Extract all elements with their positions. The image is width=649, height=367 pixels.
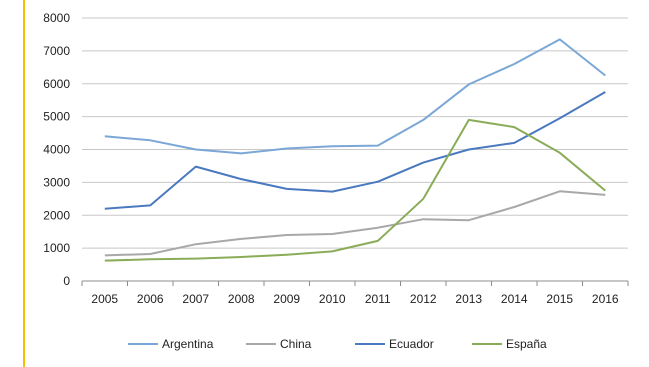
y-tick-label: 1000 — [43, 241, 70, 255]
series-line-argentina — [104, 38, 606, 155]
gridlines — [82, 17, 628, 249]
y-tick-label: 6000 — [43, 77, 70, 91]
series-line-españa — [104, 118, 606, 262]
series-line-china — [104, 190, 606, 257]
y-tick-label: 3000 — [43, 175, 70, 189]
legend-label: Argentina — [162, 337, 214, 351]
y-tick-label: 7000 — [43, 44, 70, 58]
x-tick-label: 2012 — [410, 292, 437, 306]
legend: Argentina China Ecuador España — [128, 337, 547, 351]
x-tick-label: 2015 — [546, 292, 573, 306]
series-lines — [104, 38, 606, 262]
x-tick-label: 2005 — [91, 292, 118, 306]
x-tick-label: 2013 — [455, 292, 482, 306]
x-tick-label: 2007 — [182, 292, 209, 306]
y-tick-label: 2000 — [43, 208, 70, 222]
y-tick-label: 8000 — [43, 11, 70, 25]
y-tick-label: 5000 — [43, 110, 70, 124]
legend-label: Ecuador — [389, 337, 434, 351]
x-tick-label: 2009 — [273, 292, 300, 306]
series-line-ecuador — [104, 91, 606, 210]
left-accent-bar — [23, 0, 25, 367]
axes: 0 1000 2000 3000 4000 5000 6000 7000 8000 2005 200… — [43, 11, 629, 306]
x-tick-label: 2010 — [319, 292, 346, 306]
y-tick-label: 0 — [63, 274, 70, 288]
legend-label: España — [506, 337, 547, 351]
x-tick-label: 2008 — [228, 292, 255, 306]
x-tick-label: 2011 — [365, 292, 391, 306]
x-tick-label: 2014 — [501, 292, 528, 306]
legend-label: China — [280, 337, 312, 351]
y-tick-label: 4000 — [43, 143, 70, 157]
x-tick-label: 2006 — [137, 292, 164, 306]
x-tick-label: 2016 — [592, 292, 619, 306]
